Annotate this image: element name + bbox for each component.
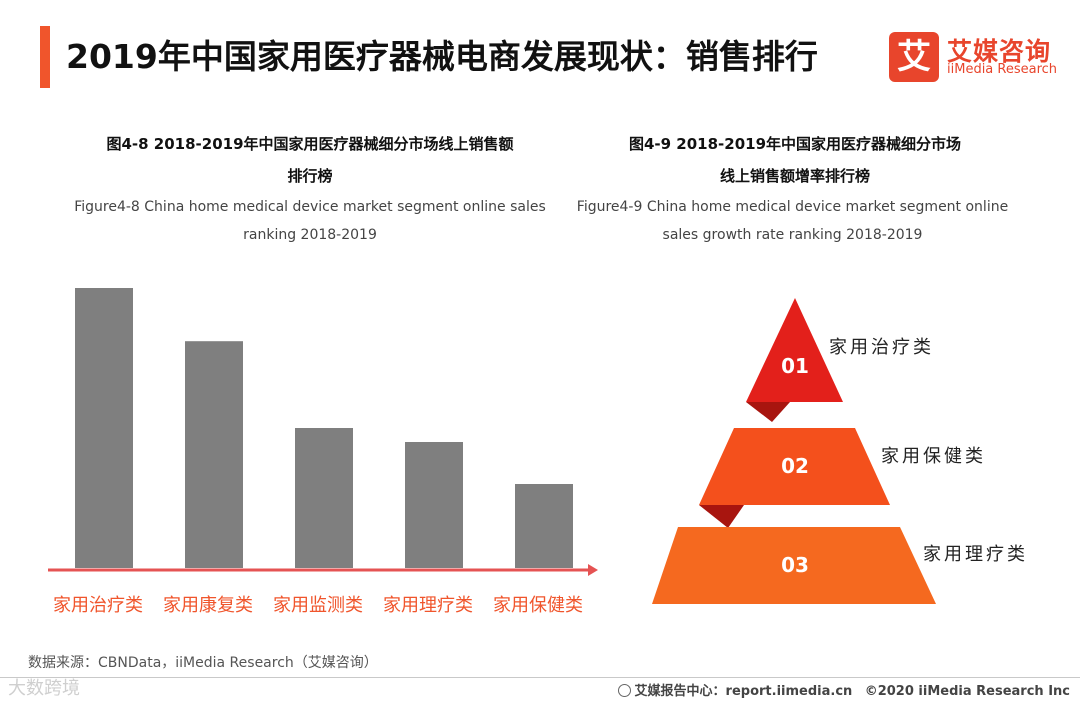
figure2-title-line1: 图4-9 2018-2019年中国家用医疗器械细分市场 — [628, 135, 962, 153]
footer-divider — [0, 677, 1080, 678]
category-label-3: 家用监测类 — [273, 595, 363, 616]
sales-bar-chart — [48, 288, 598, 576]
pyramid-tier-03: 03 — [652, 527, 936, 604]
figure2-subtitle-line2: sales growth rate ranking 2018-2019 — [662, 227, 923, 243]
tier-rank-01: 01 — [781, 354, 809, 378]
figure1-subtitle-line2: ranking 2018-2019 — [243, 227, 377, 243]
pyramid-tier-01: 01 — [746, 298, 843, 422]
watermark-text: 大数跨境 — [8, 678, 80, 699]
figure1-title-line2: 排行榜 — [287, 167, 333, 185]
figure1-subtitle-line1: Figure4-8 China home medical device mark… — [74, 199, 546, 215]
tier-label-01: 家用治疗类 — [829, 337, 934, 358]
tier-rank-03: 03 — [781, 553, 809, 577]
bar-5 — [515, 484, 573, 568]
report-url-link[interactable]: report.iimedia.cn — [725, 684, 853, 699]
pyramid-tier-02: 02 — [699, 428, 890, 528]
figure2-title-line2: 线上销售额增率排行榜 — [719, 167, 870, 185]
category-label-2: 家用康复类 — [163, 595, 253, 616]
bar-4 — [405, 442, 463, 568]
report-center-label: 艾媒报告中心： — [634, 684, 726, 699]
page-title: 2019年中国家用医疗器械电商发展现状：销售排行 — [66, 37, 818, 76]
bar-1 — [75, 288, 133, 568]
iimedia-logo: 艾 艾媒咨询 iiMedia Research — [889, 32, 1069, 82]
title-accent-bar — [40, 26, 50, 88]
footer-bar: 艾媒报告中心：report.iimedia.cn ©2020 iiMedia R… — [617, 680, 1070, 699]
data-source: 数据来源：CBNData，iiMedia Research（艾媒咨询） — [28, 655, 378, 671]
tier-rank-02: 02 — [781, 454, 809, 478]
category-label-1: 家用治疗类 — [53, 595, 143, 616]
tier-label-02: 家用保健类 — [881, 446, 986, 467]
bar-2 — [185, 341, 243, 568]
logo-en-text: iiMedia Research — [947, 62, 1058, 77]
bar-3 — [295, 428, 353, 568]
category-label-5: 家用保健类 — [493, 595, 583, 616]
category-label-4: 家用理疗类 — [383, 595, 473, 616]
globe-icon — [617, 684, 631, 697]
growth-pyramid-chart: 01 02 03 — [652, 298, 936, 604]
logo-cn-text: 艾媒咨询 — [947, 37, 1052, 66]
figure2-subtitle-line1: Figure4-9 China home medical device mark… — [576, 199, 1009, 215]
copyright-text: ©2020 iiMedia Research Inc — [864, 684, 1070, 699]
figure1-title-line1: 图4-8 2018-2019年中国家用医疗器械细分市场线上销售额 — [106, 135, 514, 153]
logo-mark-icon: 艾 — [889, 32, 939, 82]
tier-label-03: 家用理疗类 — [923, 544, 1028, 565]
x-axis-arrowhead — [588, 564, 598, 576]
